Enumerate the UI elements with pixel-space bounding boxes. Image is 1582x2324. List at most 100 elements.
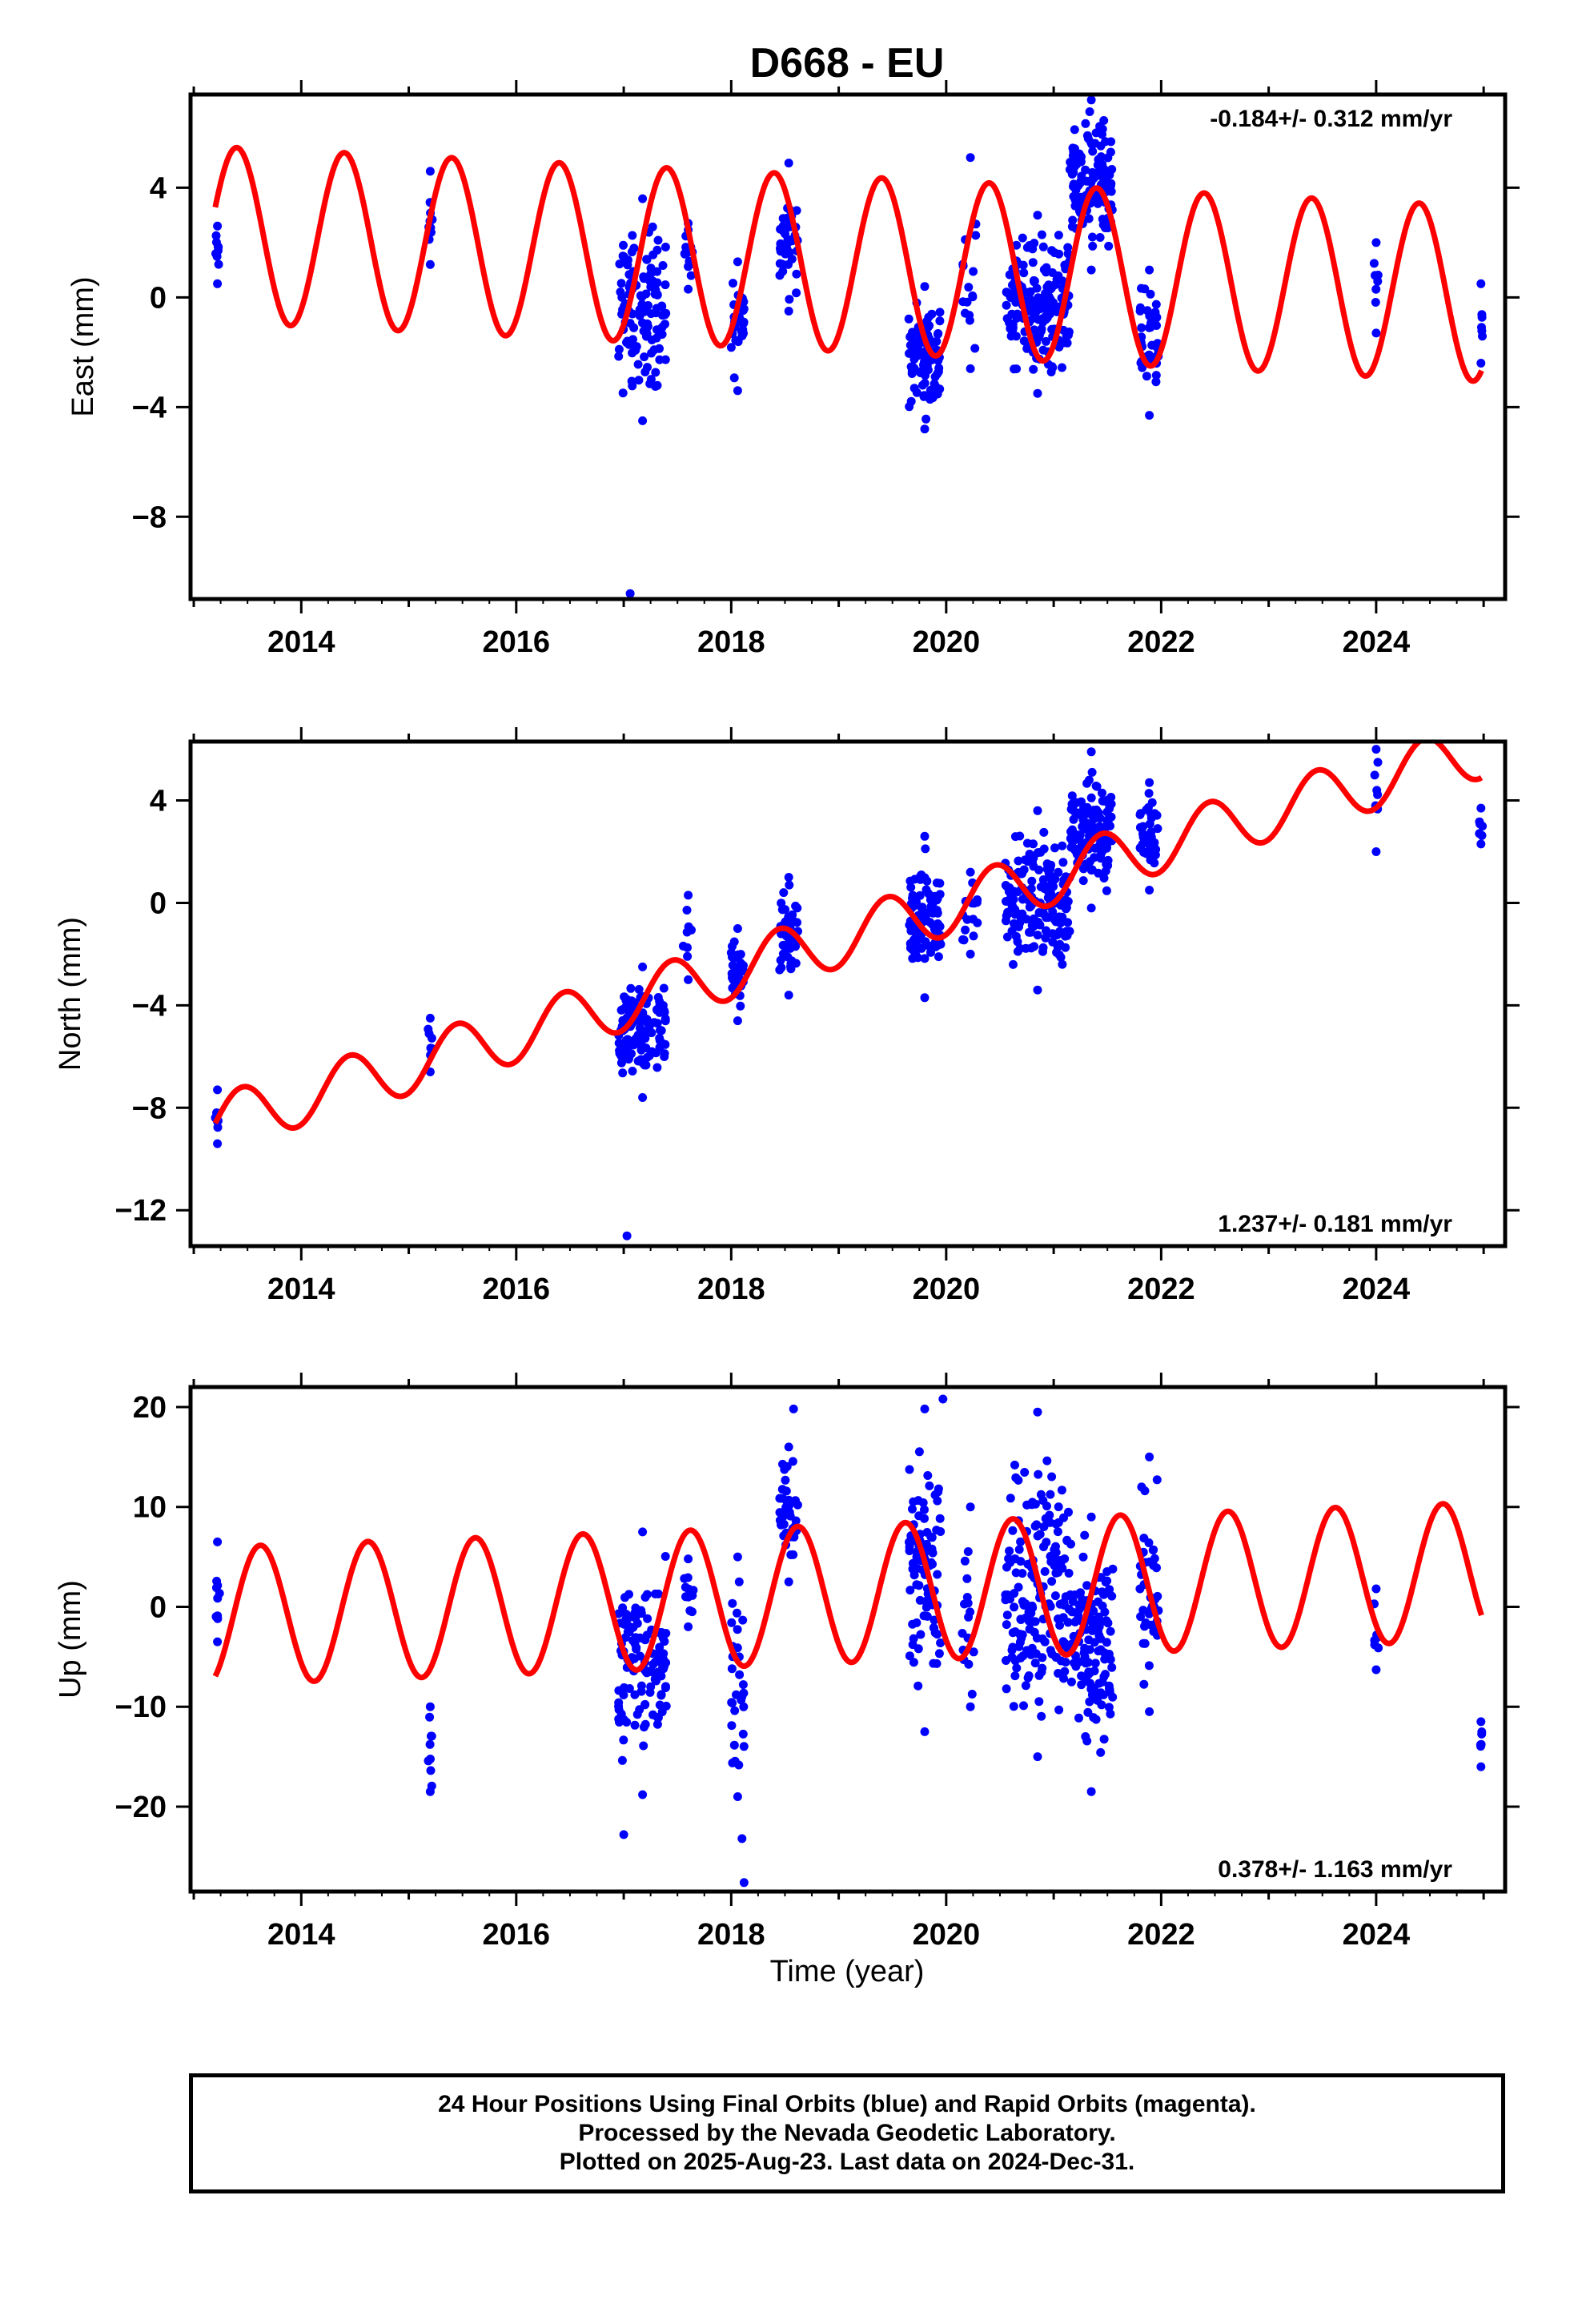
data-point: [1090, 853, 1099, 862]
data-point: [733, 1016, 742, 1026]
data-point: [213, 1637, 223, 1647]
y-tick-label: −10: [115, 1691, 167, 1724]
data-point: [638, 1527, 648, 1537]
data-point: [426, 1755, 435, 1763]
data-point: [1046, 1490, 1055, 1499]
data-point: [646, 375, 656, 384]
data-point: [641, 332, 651, 341]
data-point: [1091, 128, 1101, 138]
data-point: [629, 243, 639, 253]
data-point: [933, 1496, 942, 1506]
data-point: [776, 239, 785, 248]
data-point: [1095, 233, 1105, 242]
data-point: [935, 316, 945, 326]
data-point: [1478, 332, 1487, 341]
data-point: [684, 891, 693, 900]
data-point: [904, 314, 913, 324]
data-point: [921, 885, 931, 895]
data-point: [1026, 927, 1035, 937]
data-point: [1030, 914, 1038, 923]
data-point: [640, 1719, 650, 1729]
data-point: [1015, 831, 1025, 841]
data-point: [1032, 283, 1042, 293]
data-point: [1145, 778, 1154, 787]
data-point: [788, 910, 797, 919]
data-point: [727, 1618, 737, 1627]
data-point: [1104, 798, 1113, 808]
data-point: [657, 301, 667, 311]
data-point: [778, 214, 788, 223]
data-point: [925, 1481, 934, 1490]
data-point: [1102, 1567, 1112, 1576]
data-point: [1152, 312, 1162, 322]
data-point: [616, 279, 626, 288]
data-point: [652, 267, 662, 276]
data-point: [912, 1618, 921, 1627]
data-point: [1063, 249, 1073, 259]
data-point: [909, 346, 919, 356]
data-point: [912, 388, 921, 397]
data-point: [913, 1496, 923, 1506]
data-point: [727, 1721, 737, 1731]
data-point: [1018, 233, 1027, 243]
data-point: [1017, 1634, 1026, 1643]
data-point: [1085, 1645, 1094, 1655]
data-point: [1070, 846, 1080, 855]
data-point: [1005, 270, 1014, 279]
data-point: [1010, 1671, 1020, 1681]
data-point: [1008, 1643, 1018, 1652]
data-point: [661, 280, 670, 290]
data-point: [1074, 1657, 1084, 1667]
data-point: [1048, 907, 1058, 916]
data-point: [614, 1715, 624, 1724]
data-point: [1066, 1677, 1076, 1687]
data-point: [1034, 865, 1044, 875]
x-tick-label: 2022: [1127, 1273, 1195, 1306]
data-point: [915, 1595, 925, 1605]
data-point: [659, 1662, 669, 1671]
data-point: [643, 1614, 652, 1623]
data-point: [1145, 1707, 1154, 1716]
data-point: [1084, 214, 1094, 223]
data-point: [729, 373, 739, 383]
data-point: [1029, 364, 1038, 374]
data-point: [739, 328, 748, 338]
data-point: [1021, 943, 1030, 953]
data-point: [634, 376, 644, 385]
data-point: [1103, 861, 1113, 870]
data-point: [1098, 788, 1106, 798]
data-point: [1033, 211, 1042, 220]
data-point: [614, 1039, 624, 1047]
data-point: [1040, 1566, 1050, 1576]
data-point: [1008, 1526, 1018, 1535]
data-point: [653, 1713, 663, 1723]
data-point: [636, 1681, 646, 1691]
data-point: [1078, 876, 1088, 886]
data-point: [1050, 1545, 1059, 1554]
data-point: [427, 1731, 436, 1741]
data-point: [920, 1404, 930, 1413]
data-point: [636, 1040, 646, 1050]
data-point: [958, 935, 967, 944]
data-point: [619, 1735, 628, 1745]
data-point: [1086, 1512, 1096, 1522]
data-point: [778, 247, 788, 256]
data-point: [617, 1755, 627, 1765]
data-point: [658, 1633, 668, 1642]
panel-3: 2014 2016 2018 2020 2022 2024 20 10 0 −10 −20 Up (m…: [54, 1373, 1520, 1952]
data-point: [639, 1634, 648, 1643]
panel-frame: [188, 1385, 1508, 1894]
data-point: [1135, 1584, 1145, 1594]
data-point: [783, 235, 793, 244]
y-tick-label: 0: [150, 1590, 167, 1624]
data-point: [628, 1636, 637, 1645]
data-point: [630, 1690, 640, 1699]
data-point: [616, 1051, 626, 1061]
x-tick-label: 2016: [483, 1273, 551, 1306]
data-point: [1098, 169, 1108, 179]
data-point: [1151, 377, 1161, 387]
data-point: [1142, 372, 1151, 381]
data-point: [614, 1705, 624, 1715]
data-point: [931, 942, 941, 951]
data-point: [1138, 829, 1147, 838]
